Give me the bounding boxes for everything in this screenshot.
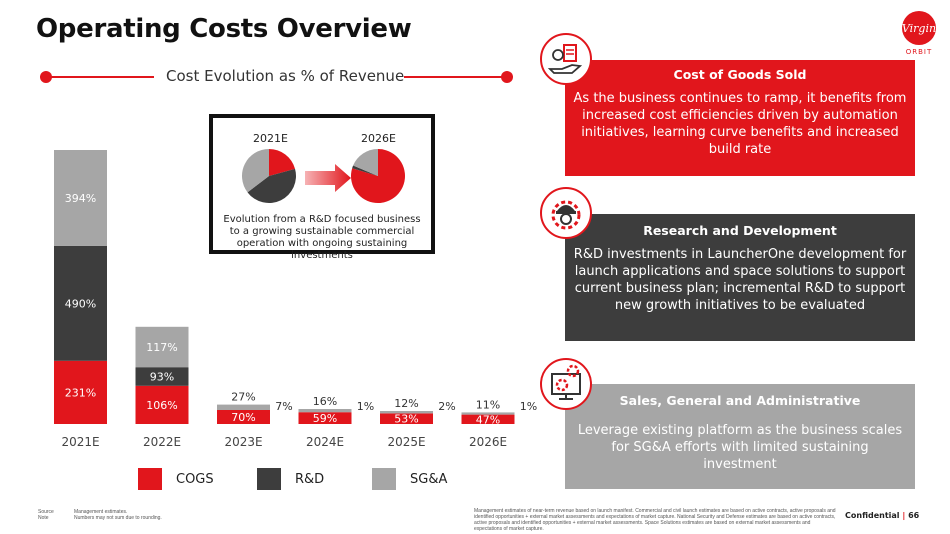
subhead-dot-right — [501, 71, 513, 83]
legend-cogs: COGS — [138, 468, 214, 490]
chart-subtitle: Cost Evolution as % of Revenue — [166, 67, 405, 85]
svg-text:Virgin: Virgin — [902, 22, 936, 35]
subhead-line-left — [46, 76, 154, 78]
label-cogs-2026E: 47% — [476, 413, 500, 426]
panel-sga: Sales, General and Administrative Levera… — [565, 384, 915, 489]
page-number: 66 — [908, 511, 920, 520]
label-rd-2026E: 1% — [520, 400, 537, 413]
label-cogs-2025E: 53% — [394, 413, 418, 426]
x-tick-2023E: 2023E — [224, 435, 262, 449]
label-cogs-2024E: 59% — [313, 412, 337, 425]
page-separator: | — [902, 511, 909, 520]
legend-rd: R&D — [257, 468, 324, 490]
money-hand-icon — [540, 33, 592, 85]
confidential-text: Confidential — [845, 511, 900, 520]
bar-cogs-2026E — [461, 414, 515, 424]
subhead-line-right — [404, 76, 506, 78]
bar-rd-2021E — [54, 245, 107, 361]
source-text: Management estimates. — [74, 509, 128, 515]
evolution-inset: 2021E 2026E Evolution from a R&D focused… — [209, 114, 435, 261]
label-cogs-2023E: 70% — [231, 411, 255, 424]
legend-swatch-sga — [372, 468, 396, 490]
inset-caption: Evolution from a R&D focused business to… — [223, 214, 421, 261]
legend-sga: SG&A — [372, 468, 447, 490]
pie-2026 — [351, 149, 405, 203]
pie-left-slice-sga — [242, 149, 269, 193]
pie-left-slice-cogs — [269, 149, 296, 176]
x-tick-2025E: 2025E — [387, 435, 425, 449]
label-sga-2022E: 117% — [146, 341, 177, 354]
disclaimer-text: Management estimates of near-term revenu… — [474, 508, 836, 532]
panel-rd: Research and Development R&D investments… — [565, 214, 915, 341]
legend-swatch-cogs — [138, 468, 162, 490]
bar-rd-2022E — [135, 367, 189, 386]
note-label: Note — [38, 515, 49, 521]
x-tick-2024E: 2024E — [306, 435, 344, 449]
label-sga-2024E: 16% — [313, 395, 337, 408]
bar-cogs-2024E — [298, 412, 352, 424]
svg-text:ORBIT: ORBIT — [906, 48, 933, 56]
legend-label-cogs: COGS — [176, 471, 214, 487]
transition-arrow — [305, 164, 351, 192]
panel-rd-text: R&D investments in LauncherOne developme… — [573, 247, 907, 313]
pie-right-slice-rd — [352, 165, 378, 176]
bar-sga-2024E — [298, 409, 352, 413]
bar-sga-2022E — [135, 326, 189, 368]
monitor-gears-icon — [540, 358, 592, 410]
label-rd-2025E: 2% — [438, 400, 455, 413]
label-cogs-2021E: 231% — [65, 386, 96, 399]
inset-pies — [242, 149, 405, 203]
bar-sga-2025E — [380, 411, 433, 414]
page-title: Operating Costs Overview — [36, 14, 412, 44]
bar-cogs-2022E — [135, 385, 189, 424]
virgin-orbit-logo: Virgin ORBIT — [902, 11, 936, 56]
label-sga-2021E: 394% — [65, 192, 96, 205]
label-rd-2021E: 490% — [65, 297, 96, 310]
confidential-label: Confidential | 66 — [845, 511, 919, 520]
label-sga-2026E: 11% — [476, 398, 500, 411]
x-tick-2026E: 2026E — [469, 435, 507, 449]
label-rd-2022E: 93% — [150, 371, 174, 384]
x-tick-2022E: 2022E — [143, 435, 181, 449]
legend-label-sga: SG&A — [410, 471, 448, 487]
label-sga-2025E: 12% — [394, 397, 418, 410]
label-sga-2023E: 27% — [231, 391, 255, 404]
inset-year-2021: 2021E — [253, 132, 288, 145]
note-text: Numbers may not sum due to rounding. — [74, 515, 162, 521]
label-rd-2023E: 7% — [275, 400, 292, 413]
panel-rd-title: Research and Development — [643, 223, 837, 238]
legend-swatch-rd — [257, 468, 281, 490]
panel-cogs-title: Cost of Goods Sold — [673, 67, 807, 82]
pie-left-slice-rd — [247, 168, 296, 203]
pie-right-slice-sga — [353, 149, 378, 176]
x-tick-2021E: 2021E — [61, 435, 99, 449]
legend-label-rd: R&D — [295, 471, 325, 487]
bar-cogs-2025E — [380, 413, 433, 424]
engineer-gear-icon — [540, 187, 592, 239]
bar-cogs-2023E — [217, 410, 270, 424]
label-cogs-2022E: 106% — [146, 399, 177, 412]
bar-sga-2021E — [54, 150, 107, 246]
source-label: Source — [38, 509, 54, 515]
inset-year-2026: 2026E — [361, 132, 396, 145]
panel-sga-text: Leverage existing platform as the busine… — [577, 423, 903, 472]
pie-2021 — [242, 149, 296, 203]
bar-cogs-2021E — [54, 360, 107, 424]
panel-sga-title: Sales, General and Administrative — [619, 393, 861, 408]
label-rd-2024E: 1% — [357, 400, 374, 413]
panel-cogs: Cost of Goods Sold As the business conti… — [565, 60, 915, 176]
bar-sga-2026E — [461, 412, 515, 415]
panel-cogs-text: As the business continues to ramp, it be… — [573, 91, 907, 157]
bar-sga-2023E — [217, 404, 270, 410]
